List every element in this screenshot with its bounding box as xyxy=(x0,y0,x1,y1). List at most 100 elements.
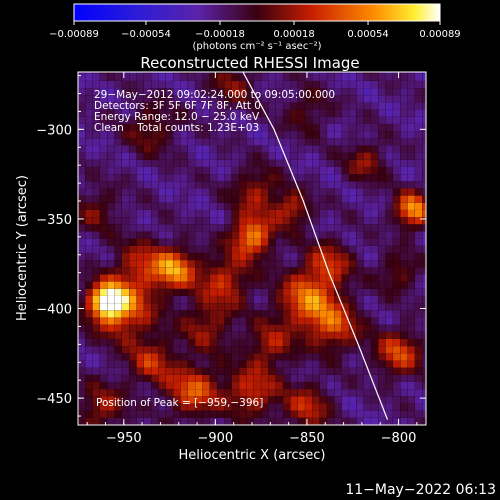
heatmap-cell xyxy=(363,410,371,418)
heatmap-cell xyxy=(290,281,298,289)
heatmap-cell xyxy=(422,281,426,289)
heatmap-cell xyxy=(231,195,239,203)
heatmap-cell xyxy=(253,159,261,167)
heatmap-cell xyxy=(290,123,298,132)
heatmap-cell xyxy=(283,260,291,268)
heatmap-cell xyxy=(297,317,305,325)
heatmap-cell xyxy=(312,410,320,418)
heatmap-cell xyxy=(187,260,195,268)
heatmap-cell xyxy=(305,295,313,304)
heatmap-cell xyxy=(422,403,426,411)
heatmap-cell xyxy=(385,324,393,332)
heatmap-cell xyxy=(312,195,320,203)
heatmap-cell xyxy=(312,417,320,425)
heatmap-cell xyxy=(129,389,137,397)
heatmap-cell xyxy=(217,288,225,296)
heatmap-cell xyxy=(121,303,130,311)
heatmap-cell xyxy=(85,238,93,246)
heatmap-cell xyxy=(136,152,144,160)
heatmap-cell xyxy=(224,238,232,246)
heatmap-cell xyxy=(312,245,320,253)
heatmap-cell xyxy=(393,138,401,146)
heatmap-cell xyxy=(231,353,239,361)
heatmap-cell xyxy=(371,281,379,289)
heatmap-cell xyxy=(400,281,408,289)
heatmap-cell xyxy=(239,152,247,160)
heatmap-cell xyxy=(327,403,335,411)
heatmap-cell xyxy=(349,88,357,96)
heatmap-cell xyxy=(173,188,181,196)
heatmap-cell xyxy=(356,88,364,96)
heatmap-cell xyxy=(334,231,342,239)
heatmap-cell xyxy=(297,260,305,268)
heatmap-cell xyxy=(99,202,108,210)
heatmap-cell xyxy=(378,80,386,89)
heatmap-cell xyxy=(378,338,386,347)
annotation-clean-counts: Clean Total counts: 1.23E+03 xyxy=(94,122,259,134)
heatmap-cell xyxy=(231,166,239,175)
heatmap-cell xyxy=(173,403,181,411)
heatmap-cell xyxy=(173,80,181,89)
heatmap-cell xyxy=(151,159,159,167)
heatmap-cell xyxy=(253,195,261,203)
heatmap-cell xyxy=(217,109,225,117)
heatmap-cell xyxy=(385,403,393,411)
heatmap-cell xyxy=(129,288,137,296)
heatmap-cell xyxy=(195,80,203,89)
heatmap-cell xyxy=(231,403,239,411)
heatmap-cell xyxy=(283,338,291,347)
heatmap-cell xyxy=(136,138,144,146)
heatmap-cell xyxy=(180,188,188,196)
heatmap-cell xyxy=(356,217,364,225)
heatmap-cell xyxy=(349,209,357,218)
heatmap-cell xyxy=(99,274,108,282)
heatmap-cell xyxy=(165,188,174,196)
heatmap-cell xyxy=(121,131,130,139)
heatmap-cell xyxy=(341,231,349,239)
heatmap-cell xyxy=(268,288,276,296)
heatmap-cell xyxy=(356,288,364,296)
heatmap-cell xyxy=(363,303,371,311)
heatmap-cell xyxy=(253,80,261,89)
heatmap-cell xyxy=(305,152,313,160)
heatmap-cell xyxy=(415,338,423,347)
heatmap-cell xyxy=(231,389,239,397)
heatmap-cell xyxy=(319,88,327,96)
heatmap-cell xyxy=(180,209,188,218)
peak-position-label: Position of Peak = [−959,−396] xyxy=(96,397,263,409)
heatmap-cell xyxy=(305,116,313,124)
heatmap-cell xyxy=(143,109,152,117)
heatmap-cell xyxy=(319,80,327,89)
heatmap-cell xyxy=(143,396,152,404)
heatmap-cell xyxy=(283,367,291,375)
heatmap-cell xyxy=(297,123,305,132)
heatmap-cell xyxy=(363,367,371,375)
heatmap-cell xyxy=(114,238,122,246)
heatmap-cell xyxy=(151,396,159,404)
heatmap-cell xyxy=(393,252,401,261)
heatmap-cell xyxy=(275,295,283,304)
heatmap-cell xyxy=(407,174,415,182)
heatmap-cell xyxy=(275,238,283,246)
heatmap-cell xyxy=(268,317,276,325)
heatmap-cell xyxy=(422,166,426,175)
heatmap-cell xyxy=(312,295,320,304)
heatmap-cell xyxy=(246,338,254,347)
heatmap-cell xyxy=(217,123,225,132)
heatmap-cell xyxy=(99,267,108,275)
heatmap-cell xyxy=(363,138,371,146)
heatmap-cell xyxy=(209,389,217,397)
heatmap-cell xyxy=(341,102,349,110)
heatmap-cell xyxy=(92,217,100,225)
heatmap-cell xyxy=(312,95,320,103)
heatmap-cell xyxy=(422,202,426,210)
heatmap-cell xyxy=(334,331,342,339)
heatmap-cell xyxy=(143,181,152,189)
heatmap-cell xyxy=(400,346,408,354)
heatmap-cell xyxy=(393,324,401,332)
heatmap-cell xyxy=(422,88,426,96)
heatmap-cell xyxy=(99,224,108,232)
heatmap-cell xyxy=(341,181,349,189)
heatmap-cell xyxy=(305,72,313,74)
heatmap-cell xyxy=(363,324,371,332)
